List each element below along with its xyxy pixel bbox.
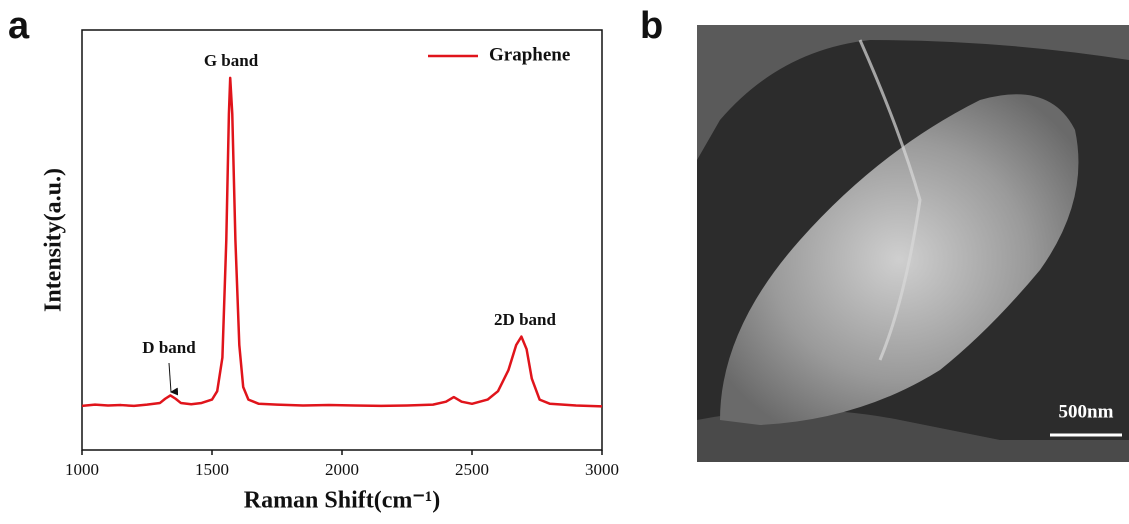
image-region <box>697 410 1129 462</box>
x-tick-label: 1500 <box>195 460 229 479</box>
fold <box>858 39 922 361</box>
peak-annotation: D band <box>142 338 196 357</box>
annotation-arrow <box>168 362 179 396</box>
x-tick-label: 2000 <box>325 460 359 479</box>
x-axis-label: Raman Shift(cm⁻¹) <box>244 488 441 514</box>
image-region <box>697 25 1129 160</box>
x-tick-label: 1000 <box>65 460 99 479</box>
spectrum-line <box>81 76 603 408</box>
peak-annotation: 2D band <box>494 310 556 329</box>
x-tick-label: 2500 <box>455 460 489 479</box>
x-tick-label: 3000 <box>585 460 619 479</box>
y-axis-label: Intensity(a.u.) <box>41 168 67 312</box>
flake <box>720 94 1079 426</box>
plot-frame <box>81 29 603 451</box>
peak-annotation: G band <box>204 51 259 70</box>
legend-label: Graphene <box>489 44 570 65</box>
scale-bar-label: 500nm <box>1059 401 1114 422</box>
micrograph: 500nm <box>697 25 1129 462</box>
panel-label: b <box>640 5 663 47</box>
panel-label: a <box>8 5 30 47</box>
